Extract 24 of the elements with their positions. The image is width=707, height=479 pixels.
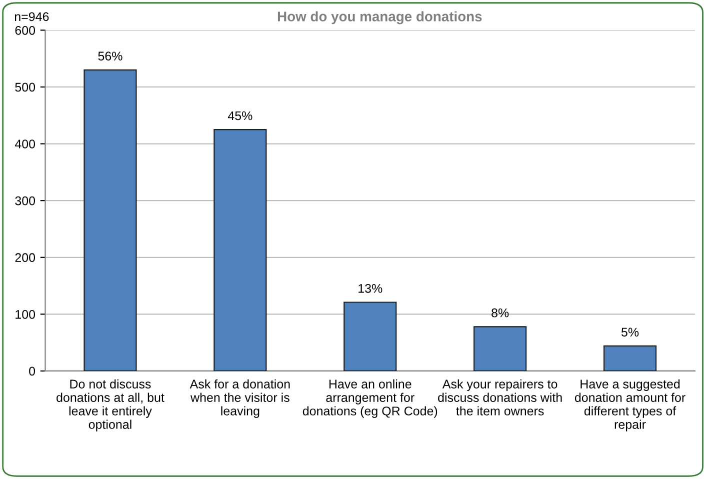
y-tick-label: 400 — [14, 140, 36, 148]
annotation: 45% — [228, 111, 252, 120]
y-tick-label: 300 — [15, 196, 36, 206]
chart-title: How do you manage donations — [278, 11, 482, 24]
y-tick-label: 500 — [15, 82, 36, 92]
x-tick-label: Ask your repairers to discuss donations with the item owners — [438, 379, 562, 416]
y-tick-label: 100 — [16, 310, 36, 319]
x-tick-label: Ask for a donation when the visitor is leaving — [190, 379, 290, 418]
annotation: 56% — [98, 52, 122, 61]
y-tick-label: 600 — [15, 26, 36, 35]
bar — [344, 302, 397, 371]
bar — [214, 129, 267, 371]
bar — [603, 345, 657, 371]
y-tick-label: 200 — [15, 253, 36, 262]
annotation: 13% — [358, 284, 382, 293]
annotation: 8% — [492, 308, 509, 318]
bar — [84, 69, 137, 371]
x-tick-label: Have a suggested donation amount for different types of repair — [574, 379, 686, 432]
x-tick-label: Do not discuss donations at all, but leave it entirely optional — [56, 379, 164, 432]
x-tick-label: Have an online arrangement for donations (eg QR Code) — [302, 379, 438, 418]
bar — [474, 326, 527, 371]
y-tick-label: 0 — [29, 366, 36, 376]
annotation: 5% — [621, 328, 639, 337]
text: n=946 — [14, 12, 49, 22]
